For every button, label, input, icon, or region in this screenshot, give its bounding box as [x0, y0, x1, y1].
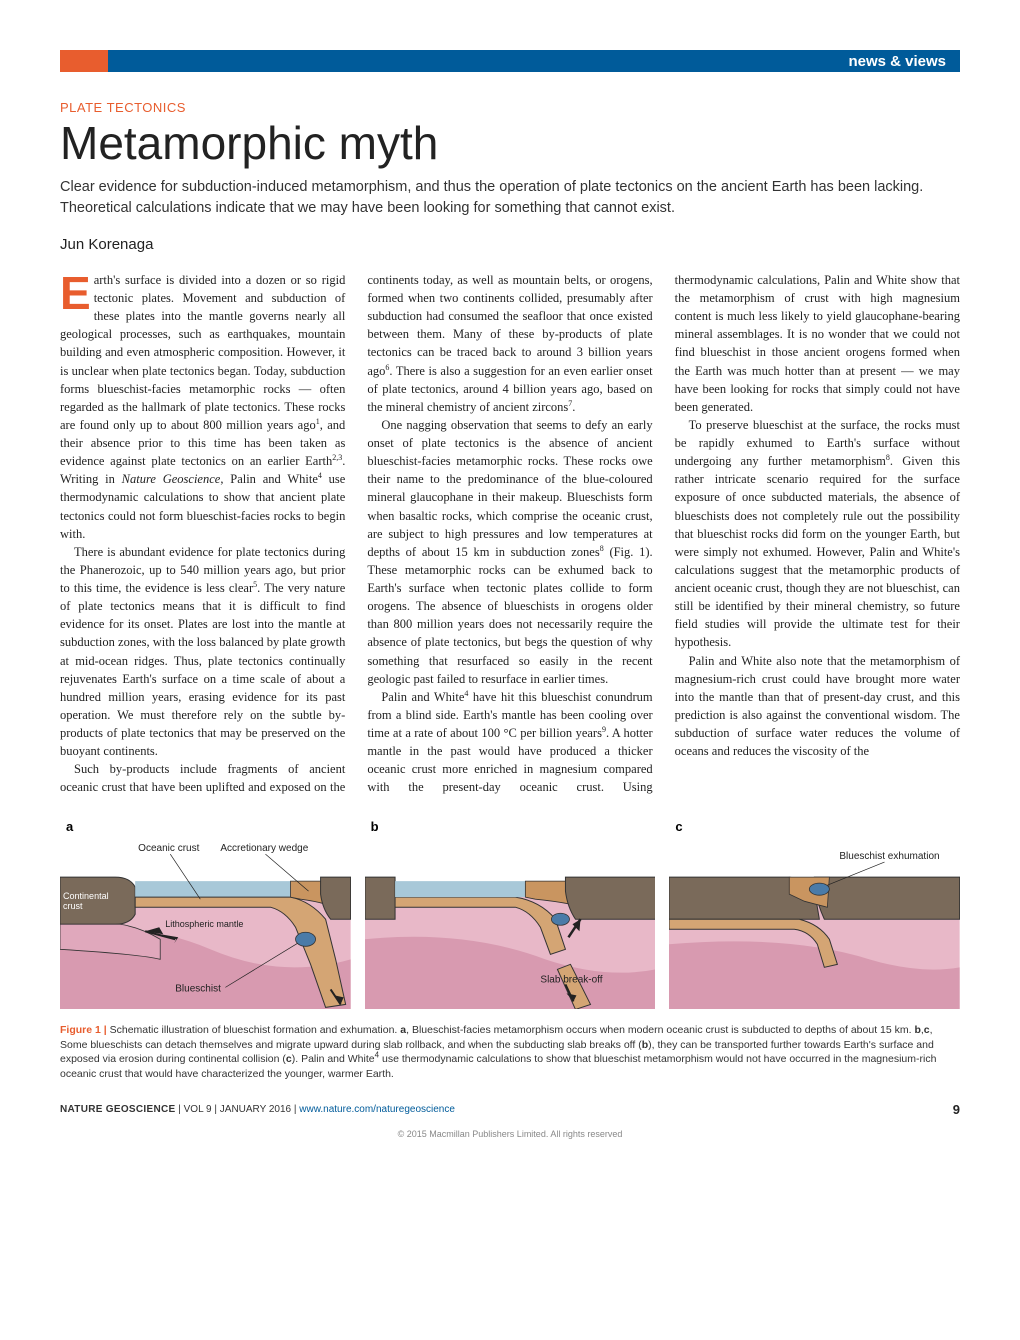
- caption-text: Schematic illustration of blueschist for…: [60, 1024, 936, 1080]
- label-accretionary-wedge: Accretionary wedge: [220, 843, 308, 854]
- panel-label-c: c: [675, 819, 682, 834]
- label-blueschist: Blueschist: [175, 983, 221, 994]
- label-blueschist-exhumation: Blueschist exhumation: [840, 851, 940, 862]
- article-standfirst: Clear evidence for subduction-induced me…: [60, 177, 960, 218]
- figure-caption: Figure 1 | Schematic illustration of blu…: [60, 1023, 960, 1082]
- label-ocean: Ocean: [195, 869, 225, 880]
- body-para-1: Earth's surface is divided into a dozen …: [60, 271, 345, 543]
- figure-row: a: [60, 819, 960, 1009]
- footer-brand: NATURE GEOSCIENCE: [60, 1104, 175, 1115]
- panel-label-a: a: [66, 819, 73, 834]
- diagram-a: Oceanic crust Accretionary wedge Ocean C…: [60, 819, 351, 1009]
- page-number: 9: [953, 1102, 960, 1117]
- diagram-c: Blueschist exhumation: [669, 819, 960, 1009]
- section-bar: news & views: [108, 50, 960, 72]
- body-para-6: To preserve blueschist at the surface, t…: [675, 416, 960, 652]
- label-continental: Continental: [63, 891, 109, 901]
- header-bar: news & views: [60, 50, 960, 72]
- orange-accent-block: [60, 50, 108, 72]
- body-columns: Earth's surface is divided into a dozen …: [60, 271, 960, 797]
- figure-panel-b: b: [365, 819, 656, 1009]
- article-author: Jun Korenaga: [60, 236, 960, 253]
- diagram-b: Slab break-off: [365, 819, 656, 1009]
- page-container: news & views PLATE TECTONICS Metamorphic…: [0, 0, 1020, 1169]
- page-footer: NATURE GEOSCIENCE | VOL 9 | JANUARY 2016…: [60, 1102, 960, 1117]
- article-title: Metamorphic myth: [60, 119, 960, 167]
- para1-text: arth's surface is divided into a dozen o…: [60, 273, 345, 541]
- section-label: news & views: [848, 53, 946, 70]
- footer-meta: NATURE GEOSCIENCE | VOL 9 | JANUARY 2016…: [60, 1104, 455, 1115]
- label-slab-breakoff: Slab break-off: [540, 974, 602, 985]
- article-kicker: PLATE TECTONICS: [60, 100, 960, 115]
- body-para-2: There is abundant evidence for plate tec…: [60, 543, 345, 761]
- panel-label-b: b: [371, 819, 379, 834]
- label-oceanic-crust: Oceanic crust: [138, 843, 199, 854]
- caption-lead: Figure 1 |: [60, 1024, 107, 1036]
- copyright: © 2015 Macmillan Publishers Limited. All…: [60, 1129, 960, 1139]
- body-para-7: Palin and White also note that the metam…: [675, 652, 960, 761]
- label-crust: crust: [63, 901, 83, 911]
- body-para-4: One nagging observation that seems to de…: [367, 416, 652, 688]
- figure-panel-a: a: [60, 819, 351, 1009]
- figure-panel-c: c Blueschist exhumation: [669, 819, 960, 1009]
- footer-url[interactable]: www.nature.com/naturegeoscience: [299, 1104, 455, 1115]
- label-lithospheric: Lithospheric mantle: [165, 919, 243, 929]
- footer-issue: | VOL 9 | JANUARY 2016 |: [175, 1104, 299, 1115]
- dropcap: E: [60, 274, 91, 313]
